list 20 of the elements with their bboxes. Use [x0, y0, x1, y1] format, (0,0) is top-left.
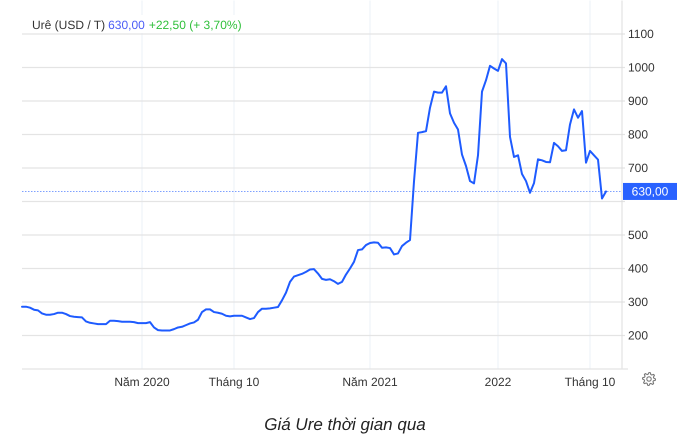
y-tick-label: 400 [628, 262, 648, 276]
y-tick-label: 200 [628, 328, 648, 343]
annotation: +22,50 (+ 3,70%) [148, 18, 242, 32]
y-tick-label: 800 [628, 128, 648, 142]
y-tick-label: 700 [628, 161, 648, 176]
x-tick-label: Năm 2020 [114, 375, 170, 389]
y-tick-label: 300 [628, 295, 648, 310]
y-tick-label: 1000 [628, 60, 656, 75]
y-tick-label: 1100 [628, 27, 654, 42]
text: Urê (USD / T) [32, 18, 106, 32]
x-tick-label: Tháng 10 [564, 375, 616, 389]
y-tick-label: 900 [628, 94, 648, 108]
x-tick-label: 2022 [484, 375, 512, 389]
line-series [21, 58, 607, 332]
x-tick-label: Tháng 10 [208, 375, 260, 389]
y-tick-label: 500 [628, 228, 648, 242]
x-tick-label: Năm 2021 [342, 375, 398, 389]
ref-line-label: 630,00 [632, 184, 669, 199]
text: Giá Ure thời gian qua [264, 415, 426, 434]
annotation: 630,00 [108, 18, 146, 32]
